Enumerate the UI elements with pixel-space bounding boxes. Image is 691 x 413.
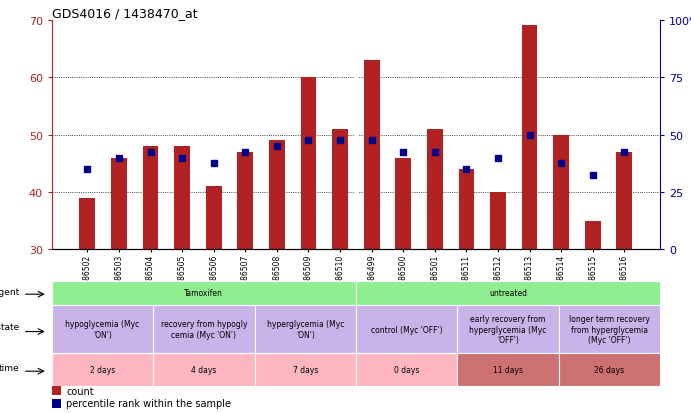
Text: agent: agent [0,287,19,297]
Bar [52,387,61,395]
Bar [332,130,348,250]
Bar [79,198,95,250]
Bar [142,147,158,250]
Bar [490,192,506,250]
Bar [206,187,222,250]
Text: 11 days: 11 days [493,365,523,374]
Text: 0 days: 0 days [394,365,419,374]
Bar [52,399,61,408]
Bar [553,135,569,250]
Text: 4 days: 4 days [191,365,216,374]
Text: control (Myc 'OFF'): control (Myc 'OFF') [371,325,442,334]
Bar [238,152,253,250]
Text: hyperglycemia (Myc
'ON'): hyperglycemia (Myc 'ON') [267,320,344,339]
Text: early recovery from
hyperglycemia (Myc
'OFF'): early recovery from hyperglycemia (Myc '… [469,315,547,344]
Text: untreated: untreated [489,289,527,298]
Bar [522,26,538,250]
Text: disease state: disease state [0,323,19,332]
Text: count: count [66,386,94,396]
Text: percentile rank within the sample: percentile rank within the sample [66,399,231,408]
Text: 2 days: 2 days [90,365,115,374]
Bar [427,130,443,250]
Text: longer term recovery
from hyperglycemia
(Myc 'OFF'): longer term recovery from hyperglycemia … [569,315,650,344]
Text: 7 days: 7 days [292,365,318,374]
Bar [585,221,600,250]
Bar [363,61,379,250]
Bar [616,152,632,250]
Bar [395,158,411,250]
Bar [174,147,190,250]
Text: GDS4016 / 1438470_at: GDS4016 / 1438470_at [52,7,198,19]
Bar [301,78,316,250]
Bar [459,170,474,250]
Text: time: time [0,363,19,373]
Text: Tamoxifen: Tamoxifen [184,289,223,298]
Text: recovery from hypogly
cemia (Myc 'ON'): recovery from hypogly cemia (Myc 'ON') [160,320,247,339]
Text: hypoglycemia (Myc
'ON'): hypoglycemia (Myc 'ON') [66,320,140,339]
Bar [111,158,127,250]
Bar [269,141,285,250]
Text: 26 days: 26 days [594,365,624,374]
